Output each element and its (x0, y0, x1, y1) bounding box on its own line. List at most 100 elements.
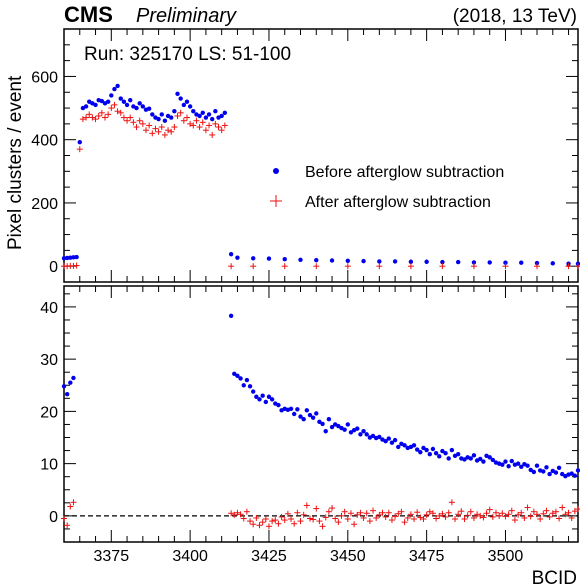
before-point (219, 113, 224, 119)
after-point (540, 510, 547, 517)
before-point (525, 463, 530, 468)
before-point (556, 465, 562, 471)
legend-before-label: Before afterglow subtraction (305, 164, 504, 181)
after-point (190, 122, 197, 129)
before-point (440, 448, 445, 454)
after-point (278, 513, 285, 520)
after-point (470, 263, 477, 270)
after-point (269, 518, 276, 525)
after-point (76, 146, 83, 153)
after-point (64, 522, 71, 529)
after-point (108, 105, 115, 112)
before-point (235, 373, 240, 379)
after-point (458, 508, 465, 515)
after-point (332, 515, 339, 522)
after-point (401, 519, 408, 526)
before-point (402, 443, 407, 448)
after-point (439, 510, 446, 517)
before-point (146, 106, 152, 111)
before-point (487, 455, 492, 460)
after-point (521, 514, 528, 521)
before-point (364, 432, 369, 437)
before-point (244, 377, 250, 383)
before-point (534, 260, 540, 266)
before-point (241, 383, 246, 388)
before-point (68, 380, 73, 385)
after-point (114, 108, 121, 115)
after-point (70, 499, 77, 506)
top-panel-points (61, 83, 580, 270)
before-point (156, 116, 161, 122)
after-point (250, 521, 257, 528)
after-point (433, 515, 440, 522)
bottom-panel-frame (63, 285, 579, 543)
after-point (376, 511, 383, 518)
y-tick-label: 40 (40, 300, 58, 317)
before-point (257, 397, 262, 402)
after-point (534, 511, 541, 518)
after-point (404, 514, 411, 521)
after-point (502, 263, 509, 270)
after-point (221, 122, 228, 129)
before-point (515, 461, 521, 466)
after-point (275, 520, 282, 527)
after-point (467, 508, 474, 515)
after-point (344, 263, 351, 270)
after-point (423, 511, 430, 518)
energy-label: (2018, 13 TeV) (453, 6, 577, 27)
after-point (196, 124, 203, 131)
before-point (506, 464, 511, 469)
before-point (181, 102, 187, 108)
before-point (348, 430, 354, 435)
after-point (67, 503, 74, 510)
after-point (480, 514, 487, 521)
before-point (383, 438, 388, 444)
y-axis-title: Pixel clusters / event (5, 75, 26, 250)
after-point (429, 510, 436, 517)
after-point (98, 109, 105, 116)
after-point (253, 514, 260, 521)
after-point (508, 507, 515, 514)
before-point (342, 427, 347, 432)
after-point (452, 516, 459, 523)
after-point (152, 125, 159, 132)
before-point (200, 110, 205, 116)
before-point (389, 440, 395, 445)
after-point (300, 511, 307, 518)
after-point (392, 513, 399, 520)
before-point (528, 467, 533, 473)
after-point (130, 119, 137, 126)
before-point (162, 118, 168, 123)
after-point (310, 516, 317, 523)
run-annotation: Run: 325170 LS: 51-100 (84, 44, 291, 65)
after-point (165, 127, 172, 134)
after-point (228, 263, 235, 270)
after-point (79, 116, 86, 123)
after-point (228, 510, 235, 517)
after-point (470, 514, 477, 521)
before-point (307, 412, 313, 418)
after-point (161, 131, 168, 138)
after-point (568, 514, 575, 521)
after-point (265, 523, 272, 530)
after-point (183, 114, 190, 121)
before-point (191, 109, 196, 114)
before-point (310, 415, 316, 420)
before-point (159, 112, 164, 117)
before-point (197, 113, 202, 119)
after-point (237, 511, 244, 518)
after-point (477, 512, 484, 519)
top-panel-frame (63, 28, 579, 283)
after-point (250, 263, 257, 270)
before-point (396, 444, 401, 450)
after-point (288, 516, 295, 523)
after-point (347, 510, 354, 517)
before-point (124, 102, 130, 108)
figure-header: CMS Preliminary (2018, 13 TeV) (64, 2, 577, 27)
before-point (140, 104, 146, 109)
after-point (571, 508, 578, 515)
before-point (481, 459, 486, 464)
before-point (509, 458, 514, 464)
before-point (83, 104, 89, 109)
before-point (254, 394, 259, 399)
